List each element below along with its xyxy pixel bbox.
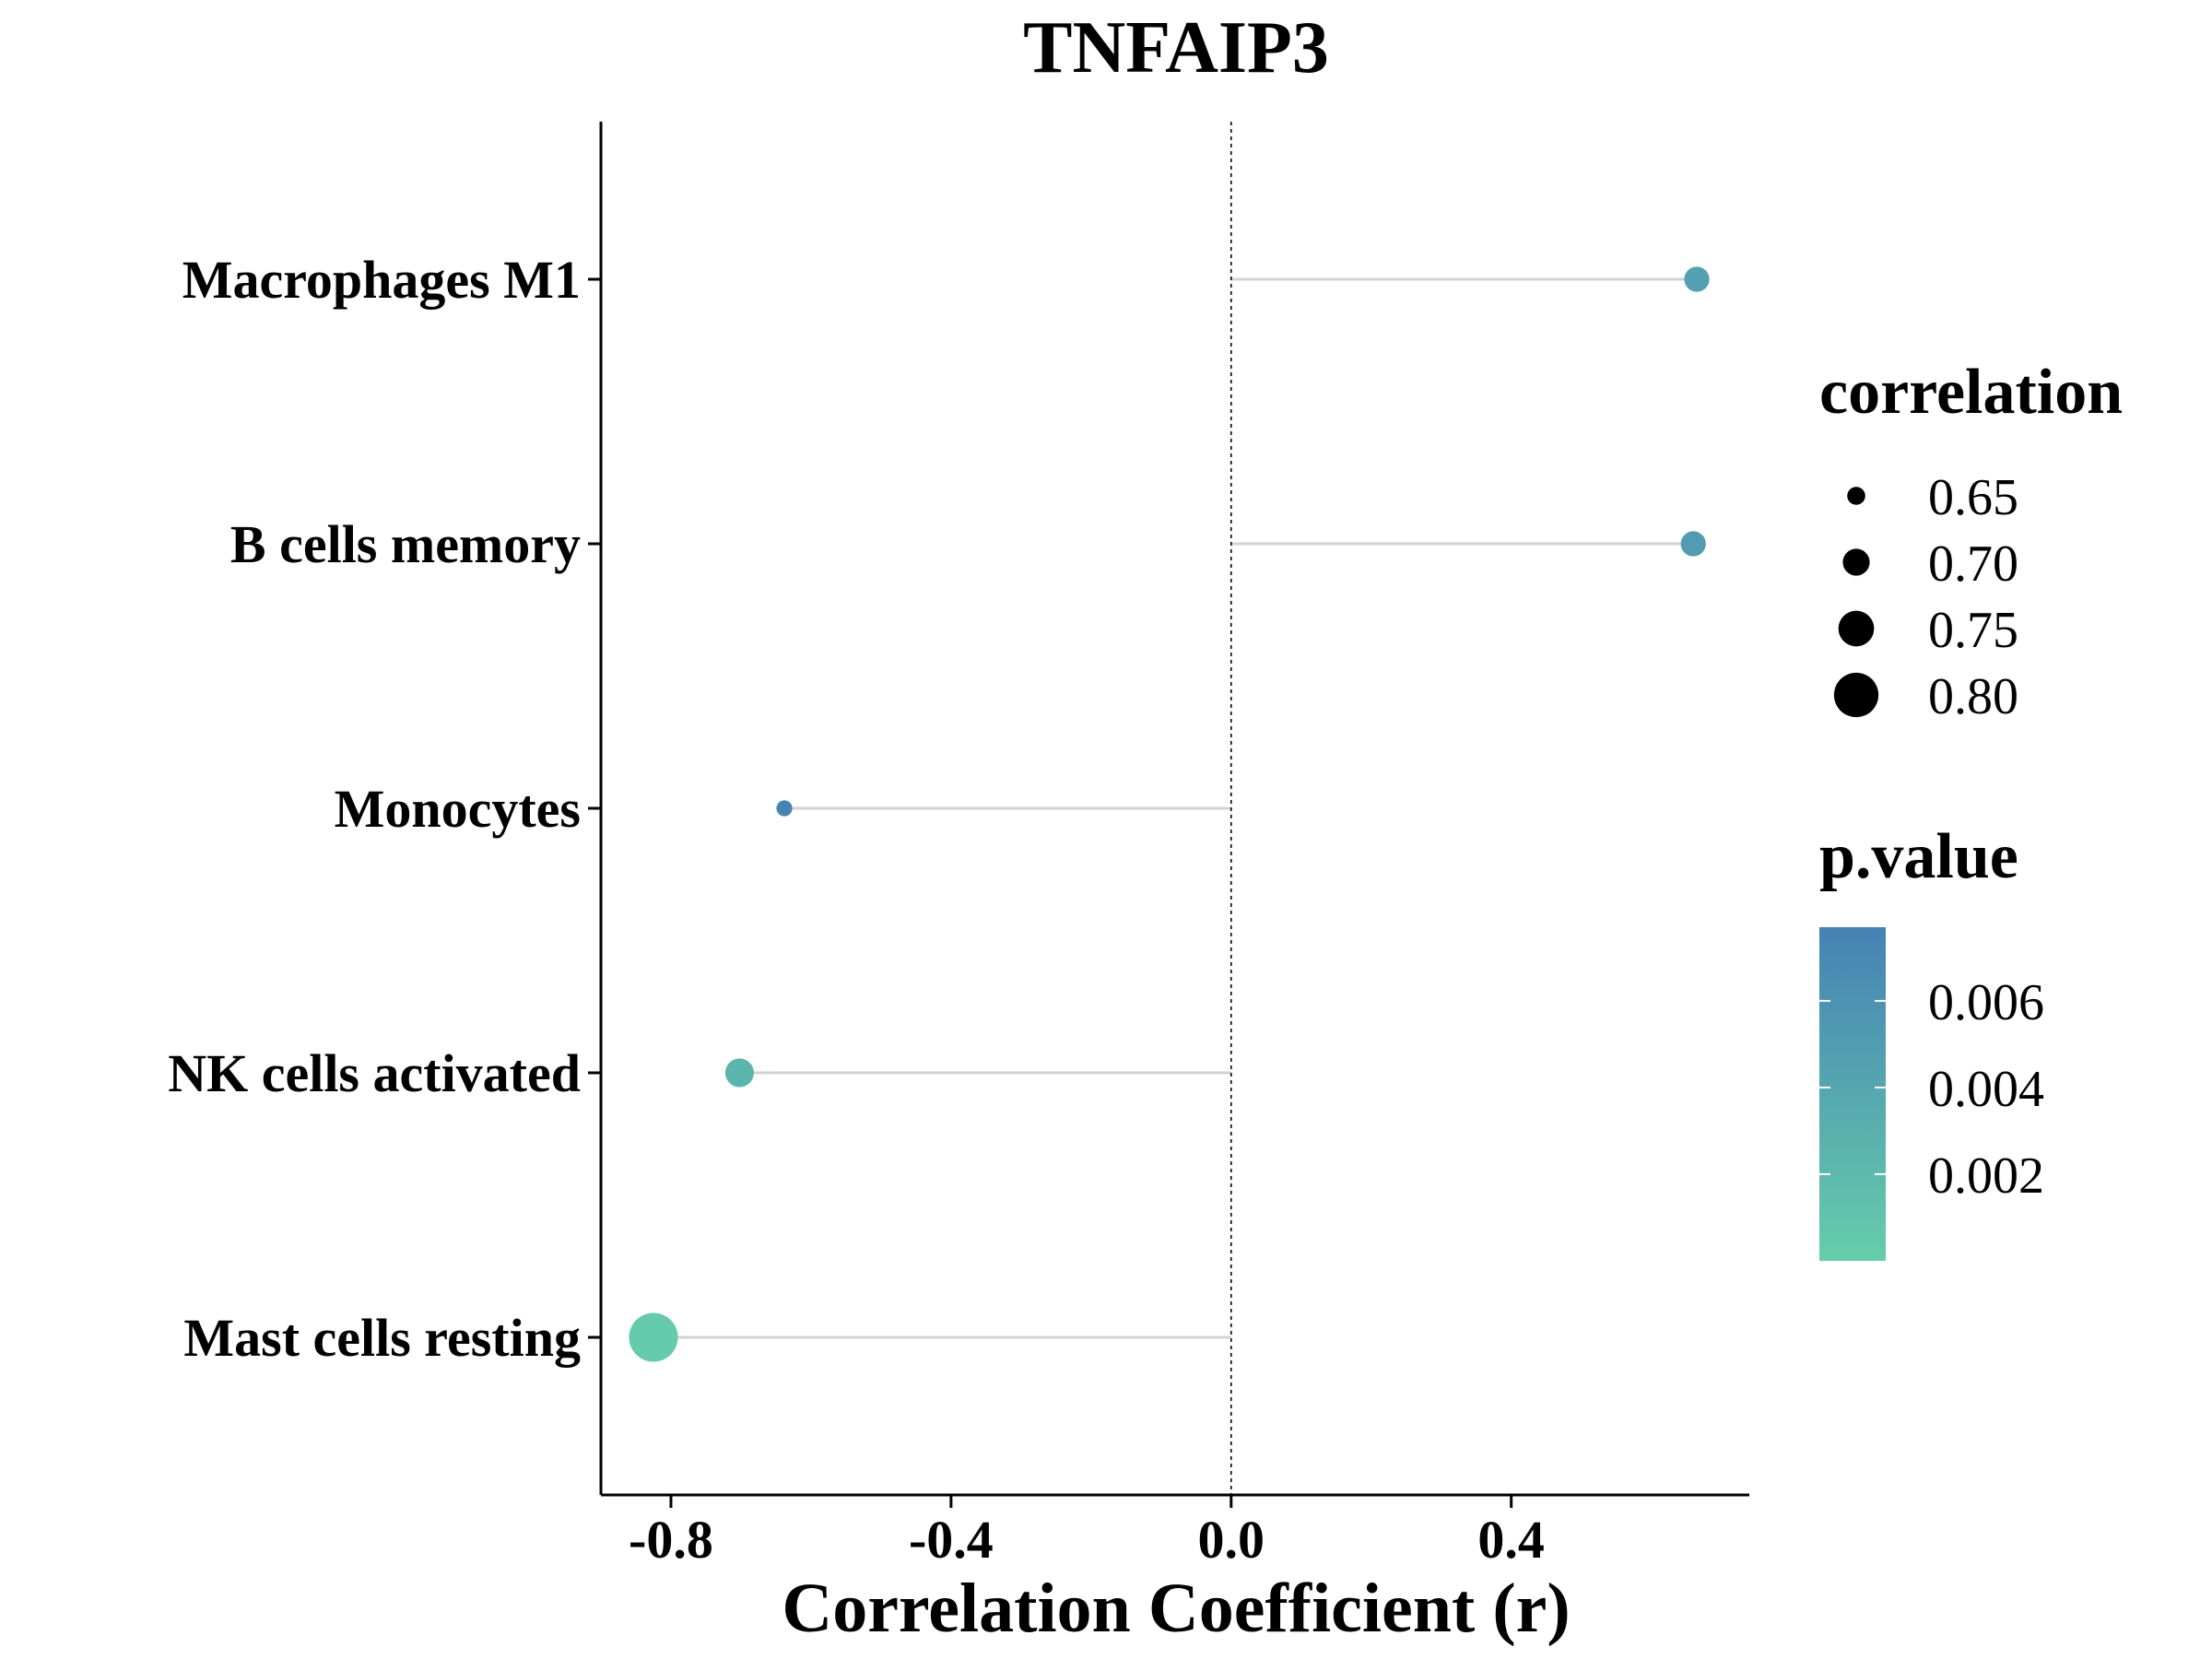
x-tick-label: 0.0: [1198, 1510, 1265, 1570]
point-monocytes: [776, 800, 793, 817]
color-legend-label: 0.004: [1928, 1061, 2044, 1118]
color-legend-label: 0.006: [1928, 974, 2044, 1031]
size-legend-key: [1833, 672, 1879, 718]
y-category-label: B cells memory: [230, 514, 581, 574]
y-category-label: NK cells activated: [168, 1043, 581, 1103]
plot-area: [629, 122, 1710, 1495]
size-legend-label: 0.75: [1928, 602, 2018, 659]
size-legend-label: 0.80: [1928, 668, 2018, 725]
y-category-label: Macrophages M1: [182, 250, 581, 310]
y-axis-ticks: Macrophages M1 B cells memory Monocytes NK …: [168, 250, 601, 1368]
color-legend-title: p.value: [1819, 821, 2018, 892]
size-legend-key: [1842, 548, 1870, 576]
point-macrophages-m1: [1684, 266, 1710, 292]
color-legend-bar: [1819, 927, 1886, 1261]
color-legend-label: 0.002: [1928, 1147, 2044, 1205]
x-tick-label: 0.4: [1477, 1510, 1545, 1570]
size-legend-key: [1847, 487, 1865, 505]
point-nk-cells-activated: [724, 1058, 754, 1088]
x-tick-label: -0.8: [629, 1510, 713, 1570]
y-category-label: Mast cells resting: [183, 1308, 581, 1368]
size-legend-items: 0.65 0.70 0.75 0.80: [1833, 469, 2018, 725]
size-legend-key: [1838, 610, 1875, 647]
color-legend: p.value 0.006 0.004 0.002: [1819, 821, 2044, 1261]
color-legend-ticks: 0.006 0.004 0.002: [1819, 974, 2044, 1205]
size-legend: correlation 0.65 0.70 0.75 0.80: [1819, 357, 2123, 725]
point-mast-cells-resting: [629, 1312, 678, 1362]
size-legend-label: 0.65: [1928, 469, 2018, 526]
point-b-cells-memory: [1680, 531, 1706, 557]
size-legend-label: 0.70: [1928, 535, 2018, 593]
x-axis-ticks: -0.8 -0.4 0.0 0.4: [629, 1495, 1545, 1570]
chart-title: TNFAIP3: [1023, 7, 1329, 88]
size-legend-title: correlation: [1819, 357, 2123, 428]
x-axis-title: Correlation Coefficient (r): [782, 1570, 1570, 1647]
x-tick-label: -0.4: [909, 1510, 994, 1570]
y-category-label: Monocytes: [335, 779, 581, 839]
